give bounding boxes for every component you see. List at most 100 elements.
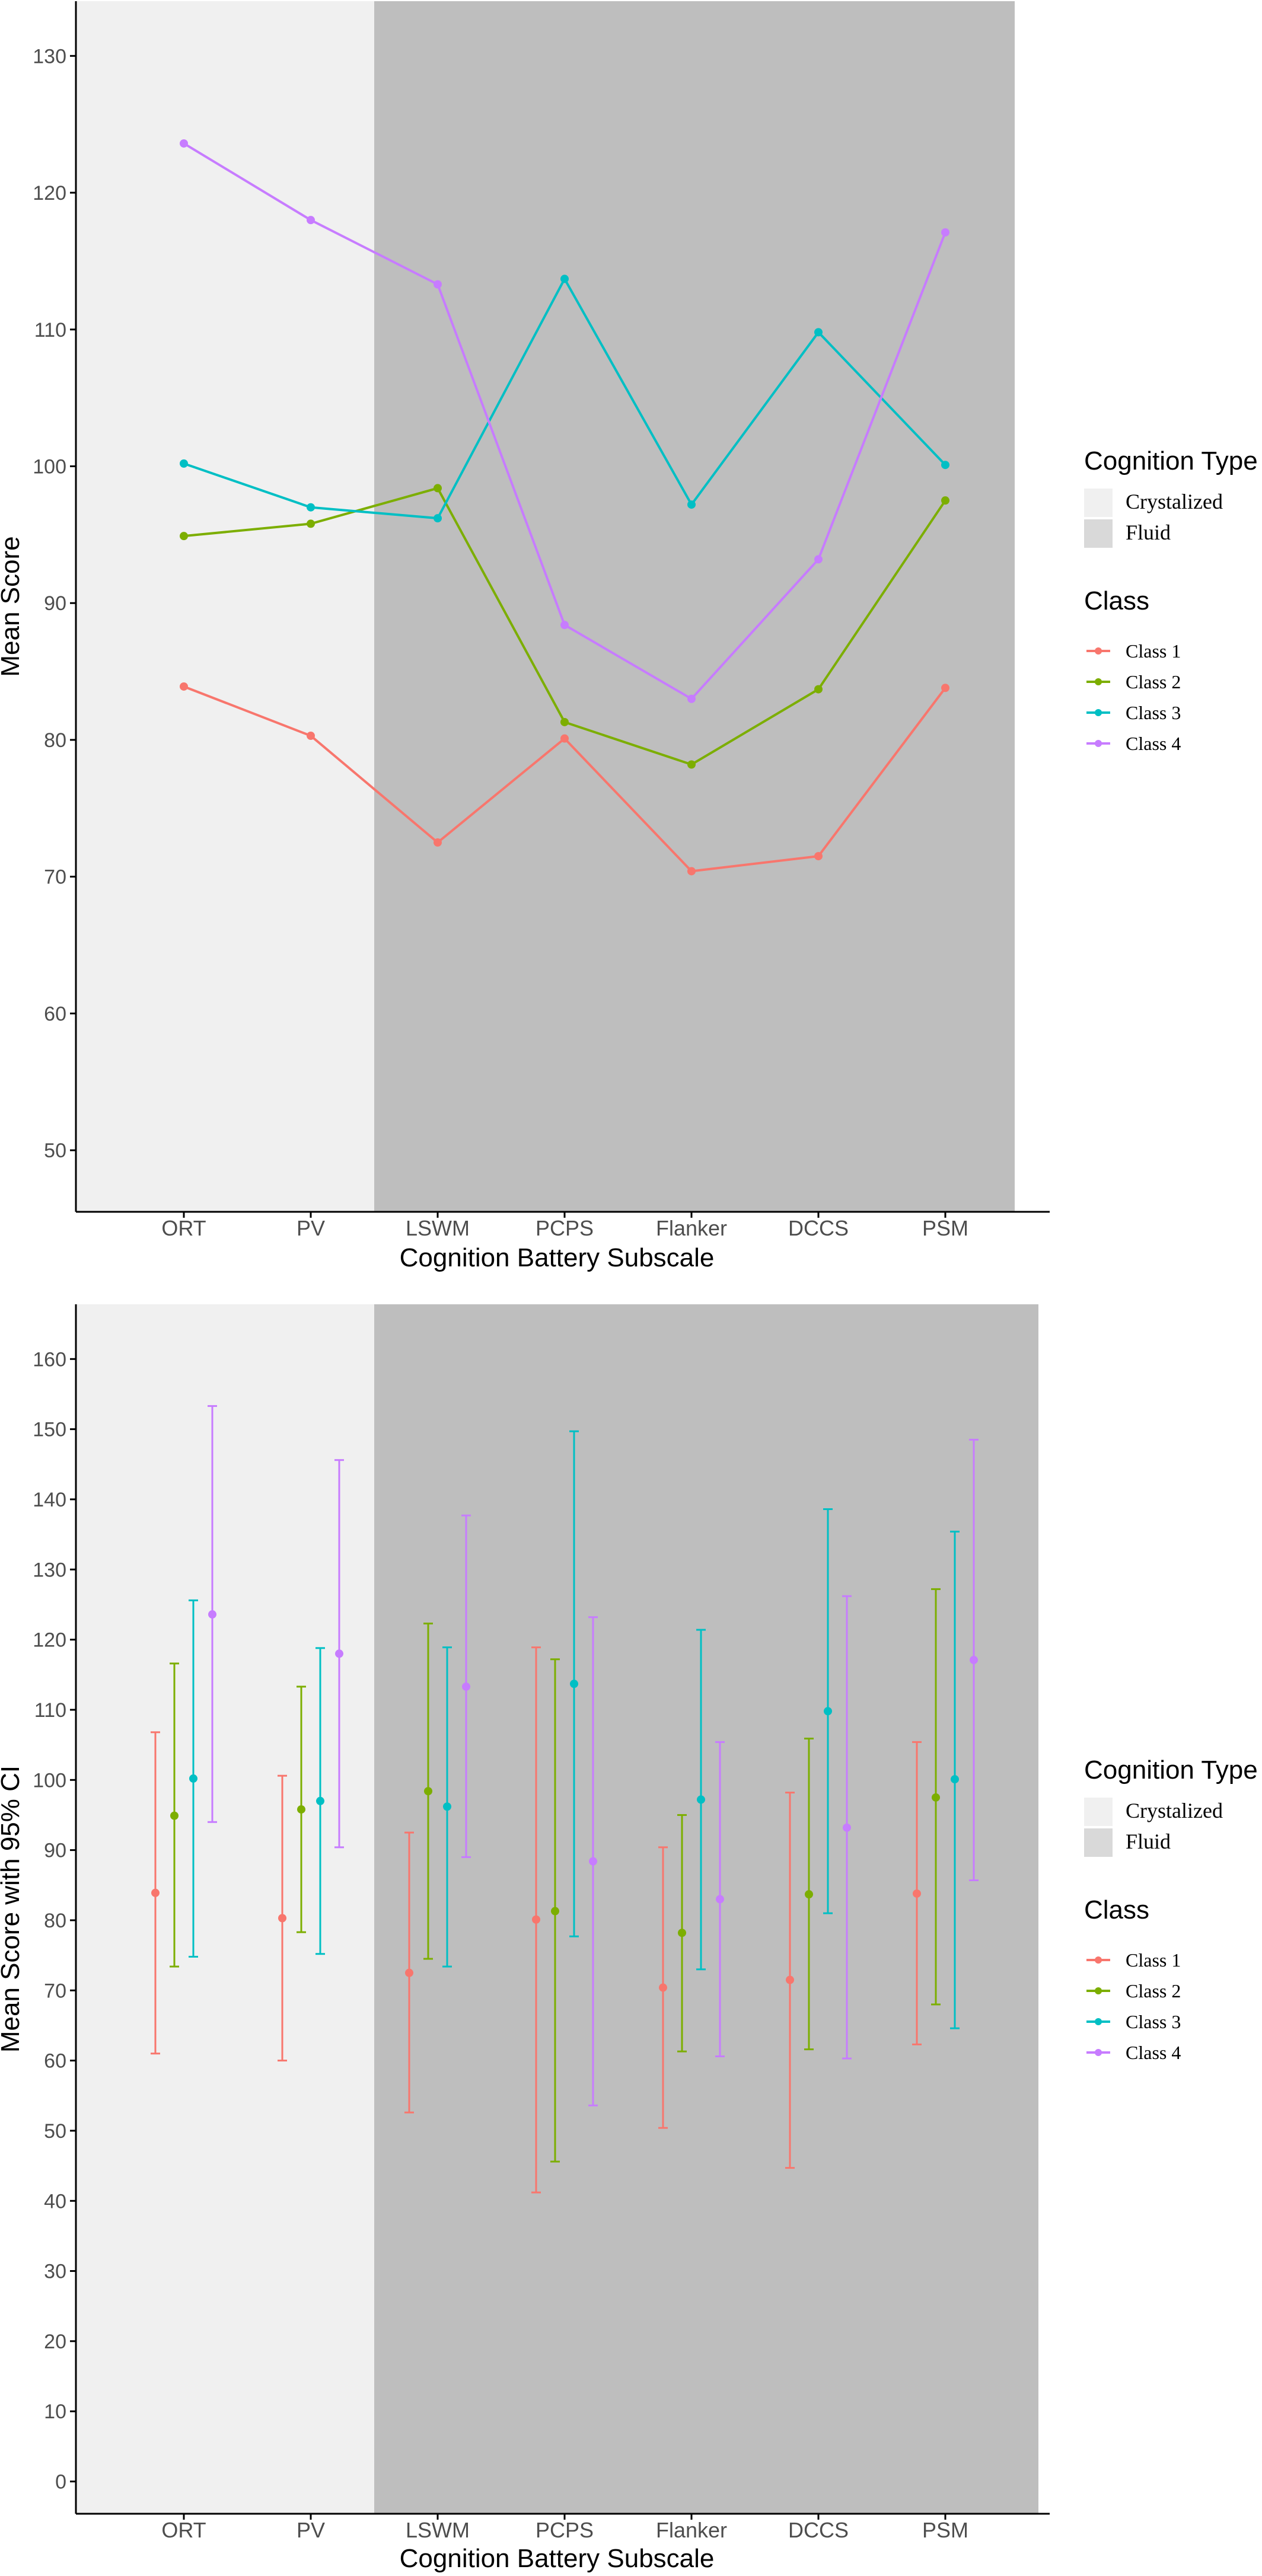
x-tick-label: DCCS bbox=[788, 1216, 849, 1240]
legend-panel-1: Cognition Type Crystalized Fluid Class Class… bbox=[1084, 446, 1258, 754]
y-axis-title: Mean Score with 95% CI bbox=[0, 1766, 25, 2052]
legend-dot-class-3 bbox=[1095, 2018, 1102, 2025]
data-point-class-3 bbox=[814, 328, 823, 337]
y-tick-label: 70 bbox=[44, 866, 66, 889]
x-tick-label: Flanker bbox=[656, 1216, 727, 1240]
legend-label-crystalized: Crystalized bbox=[1126, 490, 1223, 513]
mean-point-class-2 bbox=[297, 1805, 305, 1814]
x-axis-title: Cognition Battery Subscale bbox=[400, 2544, 715, 2573]
x-tick-label: PV bbox=[297, 1216, 325, 1240]
legend-key-fluid bbox=[1084, 1828, 1113, 1857]
x-tick-label: DCCS bbox=[788, 2518, 849, 2542]
mean-point-class-4 bbox=[589, 1857, 597, 1866]
legend-panel-2: Cognition Type Crystalized Fluid Class Class… bbox=[1084, 1755, 1258, 2063]
legend-class-title: Class bbox=[1084, 1895, 1149, 1924]
legend-dot-class-1 bbox=[1095, 1956, 1102, 1964]
data-point-class-3 bbox=[434, 514, 442, 523]
mean-point-class-2 bbox=[170, 1811, 179, 1820]
data-point-class-4 bbox=[434, 280, 442, 289]
x-tick-label: PV bbox=[297, 2518, 325, 2542]
y-tick-label: 50 bbox=[44, 1139, 66, 1162]
mean-point-class-1 bbox=[659, 1983, 667, 1992]
y-tick-label: 80 bbox=[44, 1910, 66, 1932]
data-point-class-4 bbox=[307, 216, 315, 225]
legend-dot-class-1 bbox=[1095, 647, 1102, 655]
mean-point-class-2 bbox=[551, 1907, 559, 1916]
legend-label-crystalized: Crystalized bbox=[1126, 1799, 1223, 1822]
y-tick-label: 10 bbox=[44, 2401, 66, 2423]
mean-point-class-3 bbox=[443, 1802, 451, 1811]
x-tick-label: PSM bbox=[922, 1216, 968, 1240]
y-tick-label: 110 bbox=[34, 319, 66, 341]
legend-cognition-title: Cognition Type bbox=[1084, 1755, 1258, 1785]
legend-label-class-1: Class 1 bbox=[1126, 640, 1181, 662]
legend-label-class-2: Class 2 bbox=[1126, 1980, 1181, 2002]
legend-cognition-title: Cognition Type bbox=[1084, 446, 1258, 475]
data-point-class-1 bbox=[687, 867, 696, 876]
mean-point-class-1 bbox=[786, 1975, 794, 1984]
mean-point-class-3 bbox=[570, 1680, 578, 1688]
y-tick-label: 20 bbox=[44, 2331, 66, 2353]
x-axis-title: Cognition Battery Subscale bbox=[400, 1243, 715, 1272]
y-tick-label: 160 bbox=[33, 1348, 66, 1371]
x-tick-label: LSWM bbox=[406, 2518, 470, 2542]
line-chart-panel: 50 60 70 80 90 100 110 120 130 ORT PV LSWM PCPS Flank… bbox=[0, 1, 1050, 1272]
legend-dot-class-3 bbox=[1095, 709, 1102, 716]
x-tick-label: PSM bbox=[922, 2518, 968, 2542]
y-tick-label: 90 bbox=[44, 1840, 66, 1862]
x-tick-label: LSWM bbox=[406, 1216, 470, 1240]
mean-point-class-1 bbox=[532, 1915, 540, 1924]
legend-dot-class-2 bbox=[1095, 678, 1102, 685]
data-point-class-2 bbox=[941, 496, 949, 505]
legend-key-crystalized bbox=[1084, 489, 1113, 517]
mean-point-class-2 bbox=[424, 1787, 432, 1796]
data-point-class-1 bbox=[434, 838, 442, 847]
data-point-class-4 bbox=[180, 139, 188, 148]
legend-label-class-4: Class 4 bbox=[1126, 733, 1181, 754]
x-tick-label: Flanker bbox=[656, 2518, 727, 2542]
legend-label-class-2: Class 2 bbox=[1126, 671, 1181, 692]
mean-point-class-4 bbox=[716, 1895, 724, 1904]
mean-point-class-1 bbox=[913, 1889, 921, 1898]
mean-point-class-2 bbox=[932, 1793, 940, 1802]
data-point-class-3 bbox=[180, 459, 188, 468]
x-tick-label: ORT bbox=[161, 1216, 206, 1240]
mean-point-class-3 bbox=[189, 1774, 197, 1783]
legend-label-class-1: Class 1 bbox=[1126, 1949, 1181, 1971]
region-crystalized bbox=[76, 1, 374, 1212]
data-point-class-3 bbox=[307, 503, 315, 512]
region-crystalized bbox=[76, 1304, 374, 2514]
y-tick-label: 30 bbox=[44, 2261, 66, 2283]
data-point-class-2 bbox=[560, 717, 569, 726]
region-fluid bbox=[374, 1, 1015, 1212]
data-point-class-4 bbox=[560, 621, 569, 630]
y-tick-label: 120 bbox=[33, 1629, 66, 1652]
y-tick-label: 140 bbox=[33, 1489, 66, 1511]
data-point-class-3 bbox=[560, 274, 569, 283]
y-tick-label: 90 bbox=[44, 592, 66, 615]
mean-point-class-3 bbox=[824, 1707, 832, 1716]
region-fluid bbox=[374, 1304, 1038, 2514]
y-tick-label: 150 bbox=[33, 1419, 66, 1441]
data-point-class-2 bbox=[434, 484, 442, 493]
legend-dot-class-2 bbox=[1095, 1987, 1102, 1994]
y-tick-label: 130 bbox=[33, 1559, 66, 1581]
data-point-class-2 bbox=[180, 532, 188, 541]
mean-point-class-4 bbox=[970, 1655, 978, 1664]
data-point-class-1 bbox=[560, 734, 569, 743]
data-point-class-1 bbox=[307, 732, 315, 740]
legend-class-title: Class bbox=[1084, 586, 1149, 615]
y-tick-label: 120 bbox=[33, 182, 66, 205]
y-tick-label: 80 bbox=[44, 729, 66, 752]
mean-point-class-4 bbox=[208, 1610, 216, 1619]
mean-point-class-2 bbox=[678, 1929, 686, 1937]
y-axis-title: Mean Score bbox=[0, 536, 25, 676]
x-tick-label: ORT bbox=[161, 2518, 206, 2542]
legend-label-fluid: Fluid bbox=[1126, 521, 1171, 544]
legend-dot-class-4 bbox=[1095, 2049, 1102, 2056]
x-tick-label: PCPS bbox=[536, 2518, 594, 2542]
legend-label-class-4: Class 4 bbox=[1126, 2042, 1181, 2063]
y-tick-label: 130 bbox=[33, 45, 66, 68]
y-tick-label: 70 bbox=[44, 1980, 66, 2002]
